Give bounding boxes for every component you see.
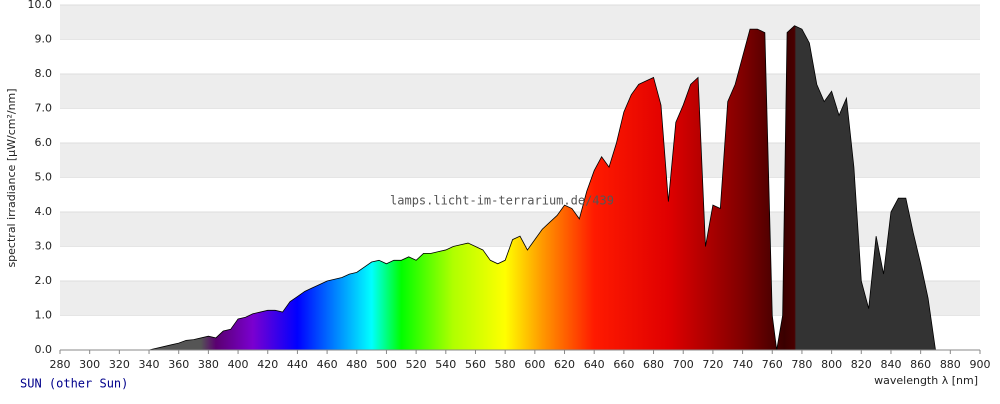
y-axis-label: spectral irradiance [µW/cm²/nm] — [5, 88, 18, 267]
x-tick-label: 840 — [880, 358, 901, 371]
spectrum-line — [148, 25, 936, 351]
y-tick-label: 10.0 — [28, 0, 53, 11]
y-tick-label: 3.0 — [35, 240, 53, 253]
x-tick-label: 460 — [317, 358, 338, 371]
legend: SUN (other Sun) — [20, 377, 128, 391]
y-tick-label: 5.0 — [35, 171, 53, 184]
y-tick-label: 0.0 — [35, 343, 53, 356]
x-tick-label: 780 — [791, 358, 812, 371]
y-tick-label: 4.0 — [35, 205, 53, 218]
x-tick-label: 420 — [257, 358, 278, 371]
x-tick-label: 580 — [495, 358, 516, 371]
x-tick-label: 560 — [465, 358, 486, 371]
y-tick-label: 8.0 — [35, 67, 53, 80]
x-tick-label: 520 — [406, 358, 427, 371]
x-tick-label: 280 — [50, 358, 71, 371]
x-tick-label: 620 — [554, 358, 575, 371]
x-tick-label: 800 — [821, 358, 842, 371]
x-tick-label: 720 — [702, 358, 723, 371]
x-tick-label: 540 — [435, 358, 456, 371]
y-tick-label: 9.0 — [35, 33, 53, 46]
y-tick-label: 1.0 — [35, 309, 53, 322]
x-tick-label: 500 — [376, 358, 397, 371]
x-tick-label: 640 — [584, 358, 605, 371]
x-tick-label: 660 — [613, 358, 634, 371]
grid-band — [60, 5, 980, 40]
x-tick-label: 680 — [643, 358, 664, 371]
x-tick-label: 820 — [851, 358, 872, 371]
x-tick-label: 700 — [673, 358, 694, 371]
x-tick-label: 600 — [524, 358, 545, 371]
spectrum-area — [149, 25, 936, 350]
x-tick-label: 320 — [109, 358, 130, 371]
x-tick-label: 480 — [346, 358, 367, 371]
x-tick-label: 360 — [168, 358, 189, 371]
y-tick-label: 7.0 — [35, 102, 53, 115]
x-tick-label: 740 — [732, 358, 753, 371]
y-tick-label: 2.0 — [35, 274, 53, 287]
y-tick-label: 6.0 — [35, 136, 53, 149]
watermark: lamps.licht-im-terrarium.de/439 — [390, 194, 614, 208]
x-tick-label: 760 — [762, 358, 783, 371]
grid-band — [60, 74, 980, 109]
x-tick-label: 880 — [940, 358, 961, 371]
x-tick-label: 400 — [228, 358, 249, 371]
x-tick-label: 900 — [970, 358, 991, 371]
x-axis-label: wavelength λ [nm] — [874, 374, 978, 387]
x-tick-label: 860 — [910, 358, 931, 371]
x-tick-label: 380 — [198, 358, 219, 371]
x-tick-label: 300 — [79, 358, 100, 371]
x-tick-label: 340 — [139, 358, 160, 371]
x-tick-label: 440 — [287, 358, 308, 371]
